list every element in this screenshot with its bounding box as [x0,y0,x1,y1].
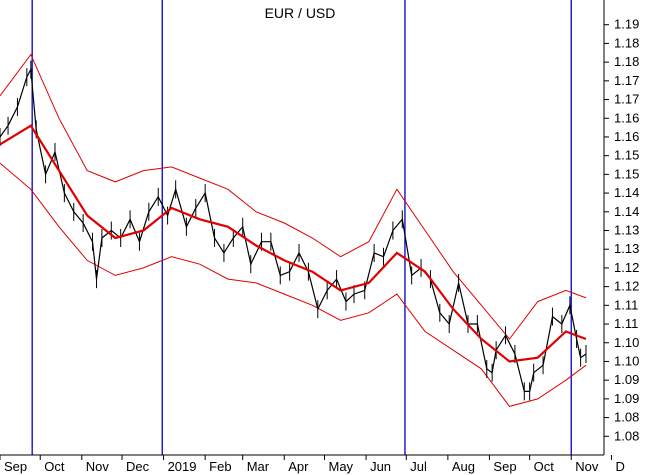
x-tick-label: Oct [44,459,65,474]
y-tick-label: 1.11 [614,297,638,312]
y-tick-label: 1.17 [614,73,639,88]
y-tick-label: 1.16 [614,110,639,125]
x-tick-label: Feb [209,459,231,474]
x-tick-label: Dec [126,459,150,474]
x-tick-label: Sep [493,459,516,474]
bollinger-bands [0,53,587,407]
chart-title: EUR / USD [265,5,336,21]
y-tick-label: 1.18 [614,35,639,50]
y-tick-label: 1.14 [614,185,639,200]
x-tick-label: Nov [86,459,110,474]
x-tick-label: Mar [247,459,270,474]
y-tick-label: 1.13 [614,241,639,256]
y-tick-label: 1.15 [614,166,639,181]
y-tick-label: 1.08 [614,410,639,425]
x-tick-label: 2019 [168,459,197,474]
x-tick-label: Nov [575,459,599,474]
y-tick-label: 1.10 [614,335,639,350]
moving-average-line [0,124,587,363]
y-tick-label: 1.08 [614,428,639,443]
x-tick-label: Jun [370,459,391,474]
y-tick-label: 1.18 [614,54,639,69]
x-tick-label: Aug [452,459,475,474]
lower-band-line [0,162,587,407]
y-tick-label: 1.12 [614,260,639,275]
y-tick-label: 1.12 [614,279,639,294]
x-tick-label: D [615,459,624,474]
y-tick-label: 1.10 [614,353,639,368]
y-tick-label: 1.13 [614,223,639,238]
y-tick-label: 1.14 [614,204,639,219]
y-tick-label: 1.15 [614,148,639,163]
x-tick-label: Sep [4,459,27,474]
y-tick-label: 1.09 [614,372,639,387]
upper-band-line [0,53,587,340]
x-tick-label: Jul [410,459,427,474]
vertical-markers [31,0,572,455]
y-tick-label: 1.19 [614,17,639,32]
price-bars [0,60,587,401]
y-tick-label: 1.16 [614,129,639,144]
y-tick-label: 1.09 [614,391,639,406]
x-tick-label: May [329,459,354,474]
moving-average [0,124,587,363]
x-tick-label: Oct [534,459,555,474]
y-tick-label: 1.11 [614,316,638,331]
y-tick-label: 1.17 [614,92,639,107]
x-tick-label: Apr [288,459,309,474]
